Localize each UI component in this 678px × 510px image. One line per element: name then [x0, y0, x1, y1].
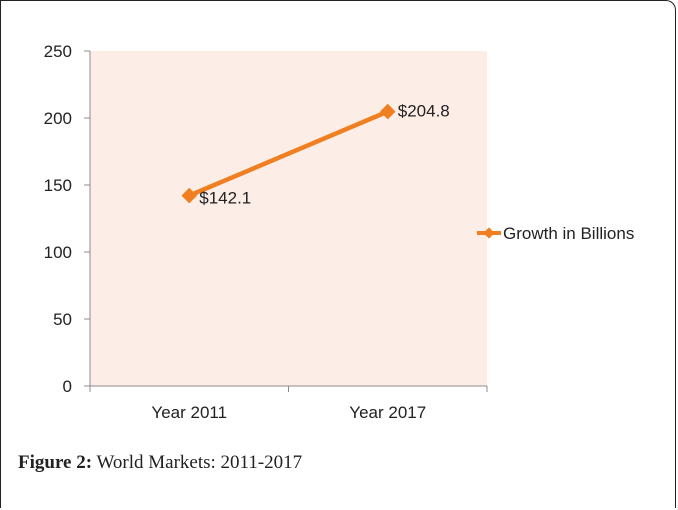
x-axis: Year 2011 Year 2017	[89, 385, 488, 422]
figure-caption-text: World Markets: 2011-2017	[96, 452, 303, 473]
y-tick-label: 0	[63, 377, 72, 396]
y-tick-label: 150	[44, 176, 72, 195]
legend: Growth in Billions	[477, 224, 634, 243]
figure-caption-label: Figure 2:	[18, 452, 93, 473]
y-tick-label: 100	[44, 243, 72, 262]
data-label: $142.1	[199, 189, 251, 208]
y-axis: 0 50 100 150 200 250	[44, 42, 91, 396]
legend-marker	[483, 227, 495, 239]
x-tick-label: Year 2017	[349, 403, 426, 422]
series-line	[188, 109, 389, 198]
series-growth-in-billions: $142.1 $204.8	[181, 102, 450, 208]
data-point	[181, 187, 198, 204]
figure-caption: Figure 2: World Markets: 2011-2017	[18, 452, 302, 474]
legend-label: Growth in Billions	[503, 224, 634, 243]
data-label: $204.8	[398, 102, 450, 121]
x-tick-label: Year 2011	[151, 403, 227, 422]
plot-area	[90, 51, 487, 386]
y-tick-label: 50	[53, 310, 72, 329]
y-tick-label: 250	[44, 42, 72, 61]
y-tick-label: 200	[44, 109, 72, 128]
line-chart: 0 50 100 150 200 250 Year 2011 Year 2017 $142.…	[44, 42, 635, 422]
